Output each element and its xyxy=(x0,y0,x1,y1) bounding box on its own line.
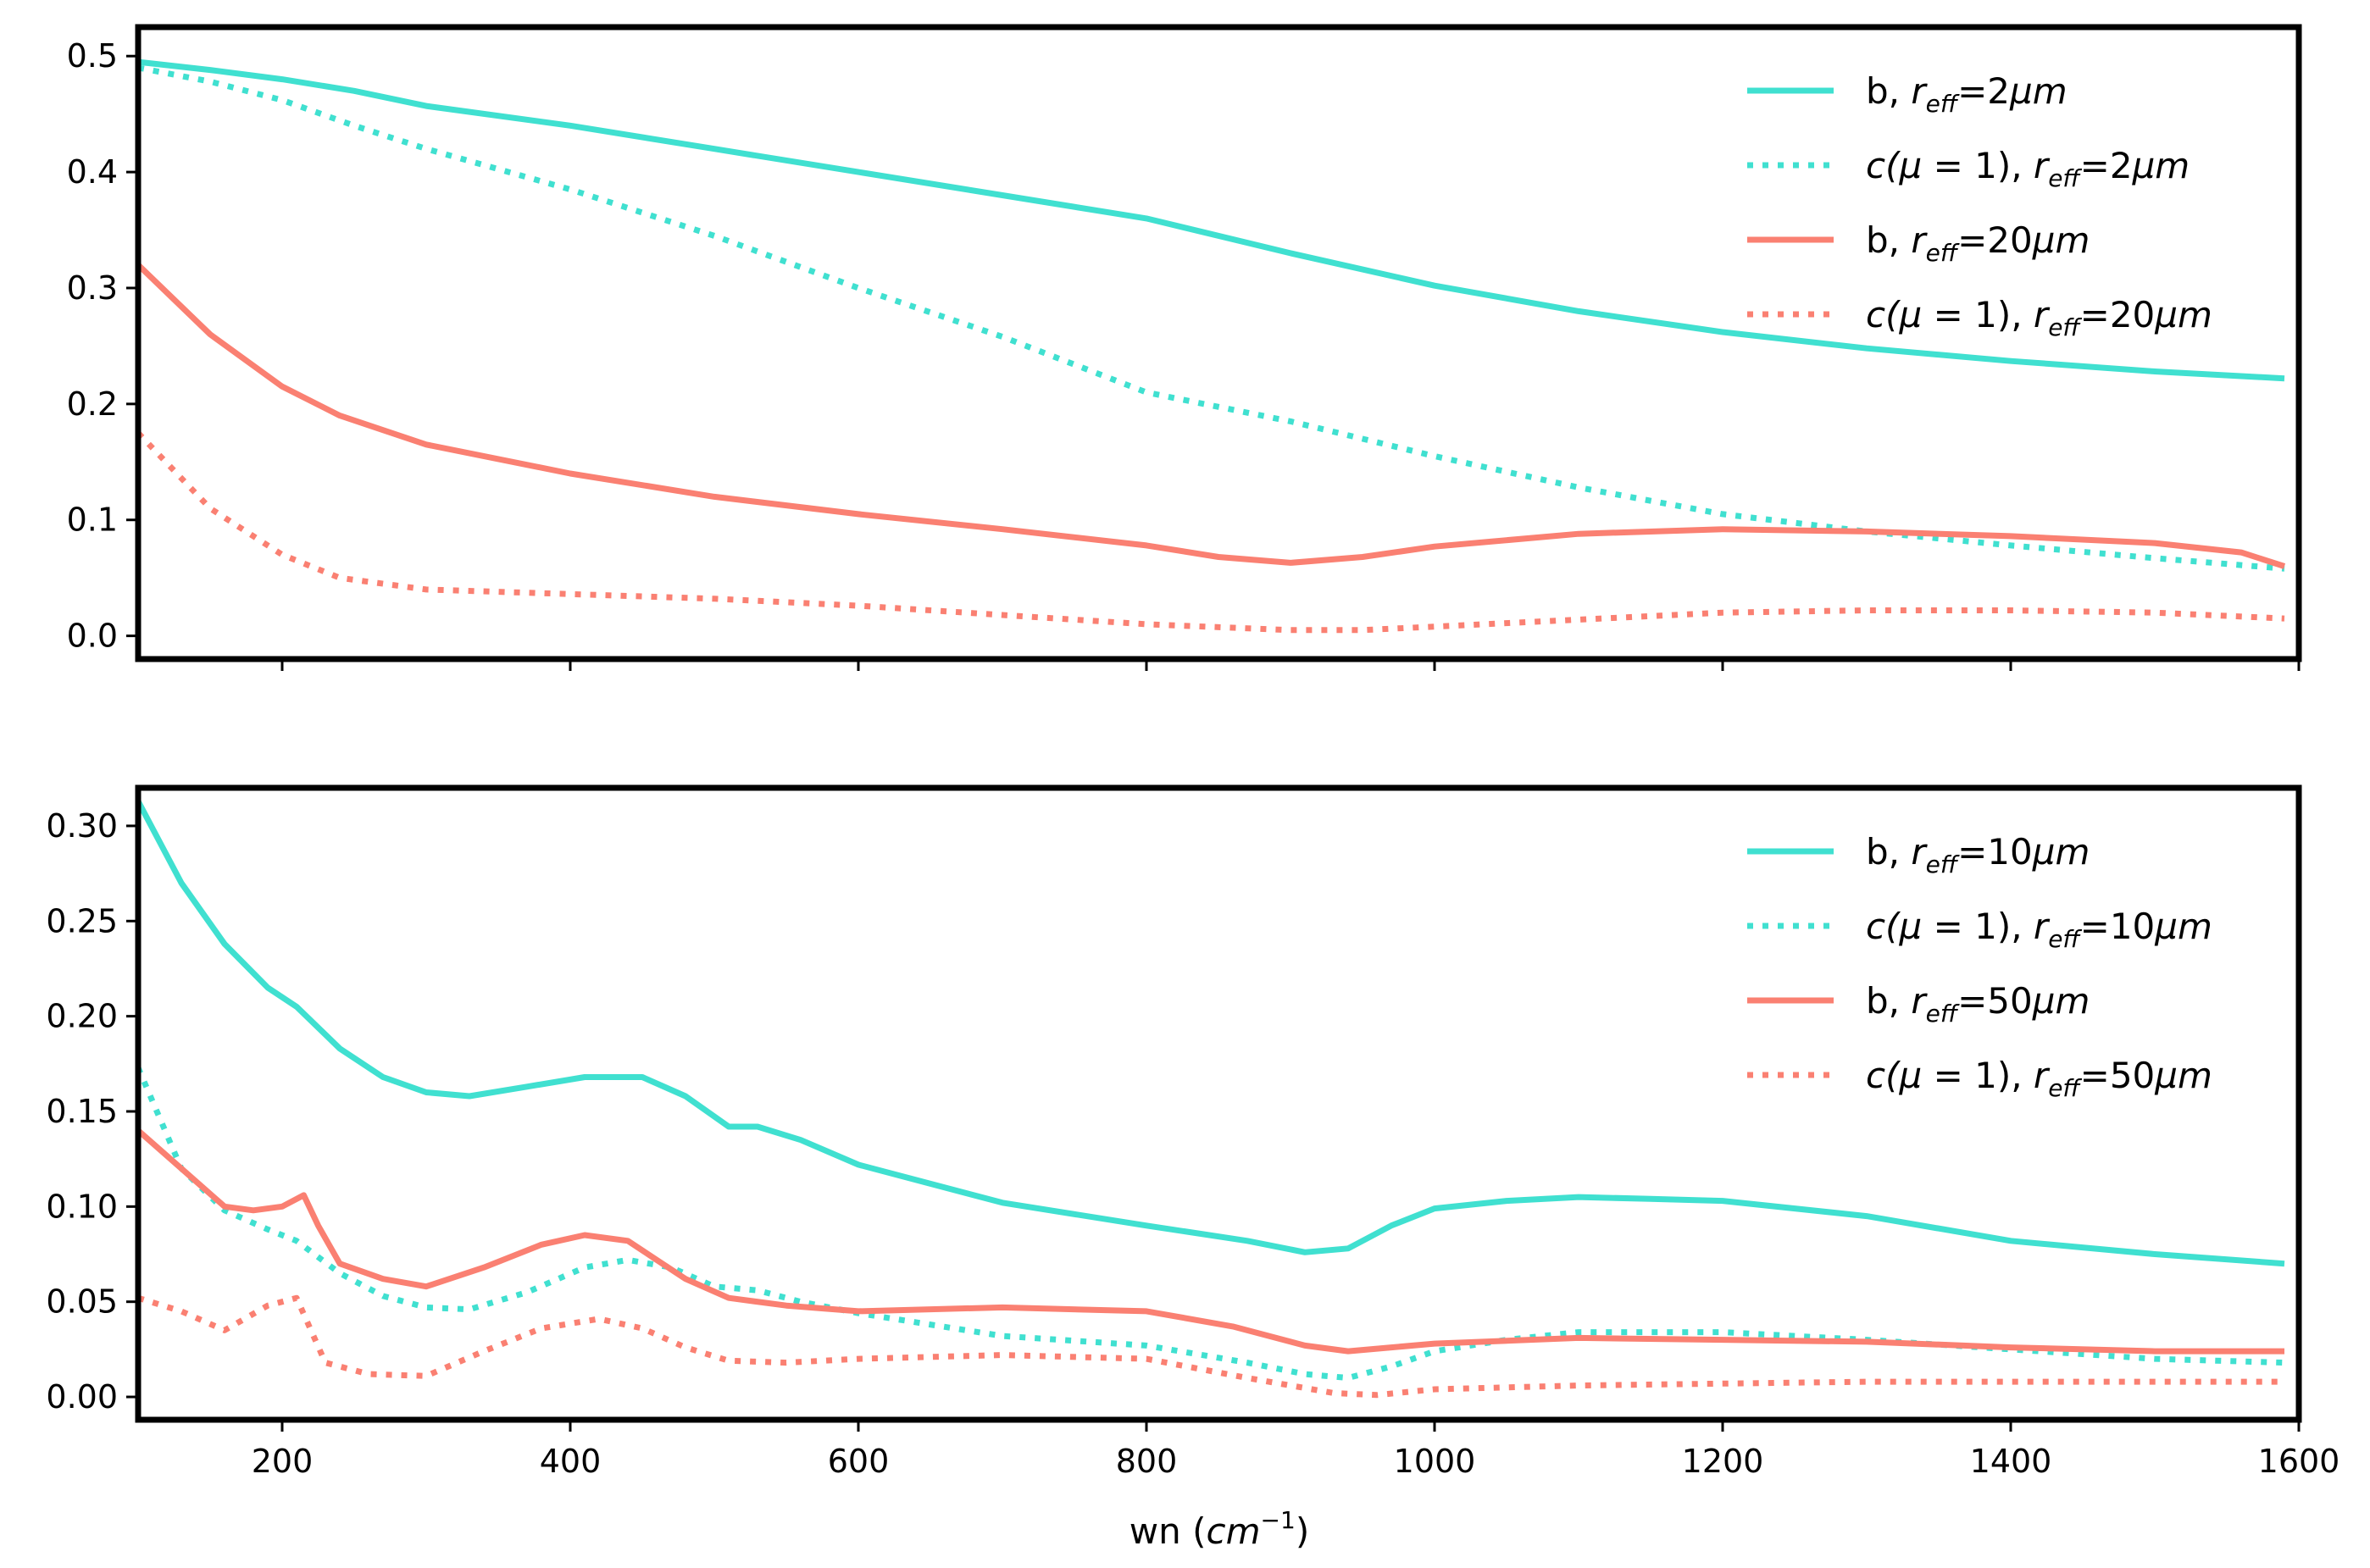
y-tick-label: 0.30 xyxy=(46,807,118,845)
y-tick-label: 0.4 xyxy=(67,153,118,191)
legend-label: c(μ = 1), reff=10μm xyxy=(1866,906,2212,953)
x-axis-label: wn (cm−1) xyxy=(1129,1506,1309,1552)
legend-label: b, reff=10μm xyxy=(1866,831,2090,878)
y-tick-label: 0.5 xyxy=(67,37,118,75)
y-tick-label: 0.0 xyxy=(67,618,118,655)
y-tick-label: 0.2 xyxy=(67,385,118,423)
x-tick-label: 600 xyxy=(828,1443,890,1480)
y-tick-label: 0.15 xyxy=(46,1093,118,1130)
legend-label: b, reff=2μm xyxy=(1866,70,2068,118)
series-line-top-3 xyxy=(136,430,2285,634)
top-panel: 0.0 0.1 0.2 0.3 0.4 0.5 b, reff=2μm c(μ = 1), r… xyxy=(67,24,2302,671)
legend-label: c(μ = 1), reff=50μm xyxy=(1866,1055,2212,1102)
series-line-bottom-3 xyxy=(136,1294,2284,1399)
y-tick-label: 0.25 xyxy=(46,902,118,939)
plot-frame xyxy=(135,24,2302,662)
x-tick-label: 200 xyxy=(252,1443,314,1480)
x-tick-label: 400 xyxy=(540,1443,602,1480)
legend-label: c(μ = 1), reff=2μm xyxy=(1866,145,2190,192)
legend-label: b, reff=50μm xyxy=(1866,980,2090,1028)
bottom-panel: 0.00 0.05 0.10 0.15 0.20 0.25 0.30 200 400 600 800… xyxy=(46,784,2340,1480)
y-tick-label: 0.3 xyxy=(67,269,118,307)
series-line-bottom-1 xyxy=(135,1066,2285,1382)
y-tick-label: 0.20 xyxy=(46,998,118,1035)
x-tick-label: 1200 xyxy=(1682,1443,1764,1480)
y-tick-label: 0.1 xyxy=(67,501,118,539)
x-tick-label: 1400 xyxy=(1970,1443,2052,1480)
series-line-bottom-0 xyxy=(135,800,2285,1267)
y-tick-label: 0.05 xyxy=(46,1283,118,1321)
series-line-bottom-2 xyxy=(136,1128,2284,1355)
y-tick-label: 0.00 xyxy=(46,1378,118,1416)
x-tick-label: 800 xyxy=(1116,1443,1178,1480)
series-line-top-2 xyxy=(136,263,2286,569)
y-tick-label: 0.10 xyxy=(46,1188,118,1225)
legend-label: c(μ = 1), reff=20μm xyxy=(1866,294,2212,341)
x-tick-label: 1000 xyxy=(1394,1443,1476,1480)
plot-frame xyxy=(135,784,2302,1423)
series-line-top-0 xyxy=(137,58,2285,382)
x-tick-label: 1600 xyxy=(2258,1443,2340,1480)
legend-label: b, reff=20μm xyxy=(1866,219,2090,267)
